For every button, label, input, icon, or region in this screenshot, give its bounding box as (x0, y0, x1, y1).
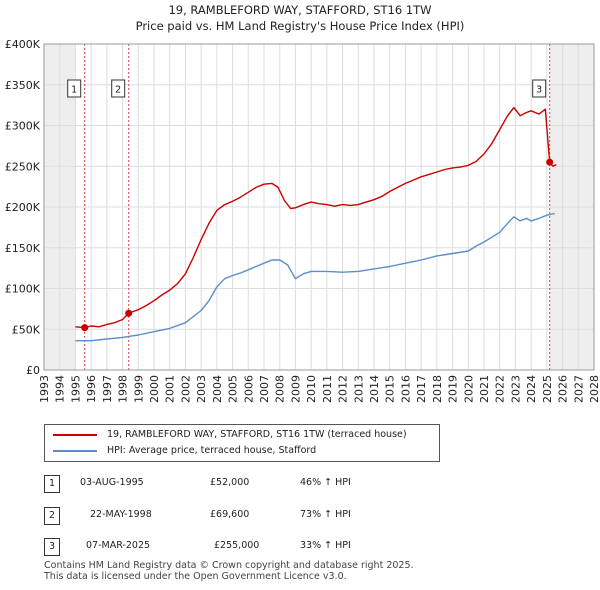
x-tick-label: 2027 (572, 375, 585, 403)
y-tick-label: £100K (5, 283, 41, 296)
x-tick-label: 2008 (274, 375, 287, 403)
series-line-hpi (75, 212, 555, 342)
x-tick-label: 2013 (352, 375, 365, 403)
x-tick-label: 1993 (38, 375, 51, 403)
sale-date: 07-MAR-2025 (86, 540, 151, 551)
legend-label-hpi: HPI: Average price, terraced house, Staf… (107, 445, 317, 456)
x-tick-label: 2020 (462, 375, 475, 403)
x-tick-label: 2019 (447, 375, 460, 403)
sale-number-badge: 1 (44, 475, 60, 493)
table-row: 2 22-MAY-1998 £69,600 73% ↑ HPI (44, 507, 384, 529)
sale-badge-label: 2 (115, 85, 121, 96)
price-chart: 19, RAMBLEFORD WAY, STAFFORD, ST16 1TW P… (5, 3, 600, 403)
sale-price: £52,000 (210, 477, 250, 488)
table-row: 3 07-MAR-2025 £255,000 33% ↑ HPI (44, 538, 384, 560)
sale-badge (111, 79, 126, 98)
x-tick-label: 2014 (368, 375, 381, 403)
x-tick-label: 2005 (227, 375, 240, 403)
x-tick-label: 2024 (525, 375, 538, 403)
x-tick-label: 1994 (54, 375, 67, 403)
y-tick-label: £200K (5, 201, 41, 214)
x-tick-label: 2002 (179, 375, 192, 403)
sale-number-badge: 3 (44, 538, 60, 556)
sale-date: 22-MAY-1998 (90, 509, 152, 520)
x-tick-label: 2028 (588, 375, 600, 403)
x-tick-label: 2017 (415, 375, 428, 403)
sale-point (546, 158, 554, 166)
y-tick-label: £150K (5, 242, 41, 255)
x-tick-label: 1998 (117, 375, 130, 403)
sale-badge-label: 3 (536, 85, 542, 96)
x-tick-label: 2018 (431, 375, 444, 403)
chart-legend: 19, RAMBLEFORD WAY, STAFFORD, ST16 1TW (… (44, 424, 440, 462)
sale-badge (532, 79, 547, 98)
x-tick-label: 2009 (289, 375, 302, 403)
x-tick-label: 2007 (258, 375, 271, 403)
sale-price: £255,000 (214, 540, 260, 551)
y-tick-label: £50K (12, 323, 41, 336)
x-tick-label: 2026 (557, 375, 570, 403)
footer-attribution: Contains HM Land Registry data © Crown c… (44, 560, 414, 582)
y-tick-label: £300K (5, 120, 41, 133)
sale-badge-label: 1 (71, 85, 77, 96)
sale-date: 03-AUG-1995 (80, 477, 144, 488)
sale-hpi-change: 46% ↑ HPI (300, 477, 351, 488)
table-row: 1 03-AUG-1995 £52,000 46% ↑ HPI (44, 475, 384, 497)
legend-swatch-hpi (53, 450, 97, 452)
x-tick-label: 2016 (399, 375, 412, 403)
y-tick-label: £350K (5, 79, 41, 92)
legend-swatch-property (53, 434, 97, 436)
x-tick-label: 1997 (101, 375, 114, 403)
x-tick-label: 2010 (305, 375, 318, 403)
x-tick-label: 2000 (148, 375, 161, 403)
x-tick-label: 1999 (132, 375, 145, 403)
x-tick-label: 2021 (478, 375, 491, 403)
plot-border (43, 43, 595, 371)
y-tick-label: £400K (5, 38, 41, 51)
y-tick-label: £250K (5, 160, 41, 173)
sale-badge (67, 79, 82, 98)
x-tick-label: 2022 (494, 375, 507, 403)
chart-subtitle: Price paid vs. HM Land Registry's House … (136, 19, 465, 33)
x-tick-label: 2006 (242, 375, 255, 403)
x-tick-label: 2023 (509, 375, 522, 403)
legend-label-property: 19, RAMBLEFORD WAY, STAFFORD, ST16 1TW (… (107, 429, 407, 440)
x-tick-label: 2004 (211, 375, 224, 403)
x-tick-label: 1996 (85, 375, 98, 403)
x-tick-label: 2015 (384, 375, 397, 403)
x-tick-label: 2001 (164, 375, 177, 403)
sale-number-badge: 2 (44, 507, 60, 525)
sale-point (125, 309, 133, 317)
x-tick-label: 2011 (321, 375, 334, 403)
footer-copyright: Contains HM Land Registry data © Crown c… (44, 560, 414, 571)
x-tick-label: 2025 (541, 375, 554, 403)
footer-licence: This data is licensed under the Open Gov… (44, 571, 347, 582)
chart-title: 19, RAMBLEFORD WAY, STAFFORD, ST16 1TW (168, 3, 431, 17)
y-tick-label: £0 (26, 364, 40, 377)
sale-price: £69,600 (210, 509, 250, 520)
sale-hpi-change: 33% ↑ HPI (300, 540, 351, 551)
x-tick-label: 2012 (337, 375, 350, 403)
x-tick-label: 2003 (195, 375, 208, 403)
x-tick-label: 1995 (69, 375, 82, 403)
sale-point (81, 324, 89, 332)
series-line-property (75, 106, 557, 329)
sale-hpi-change: 73% ↑ HPI (300, 509, 351, 520)
